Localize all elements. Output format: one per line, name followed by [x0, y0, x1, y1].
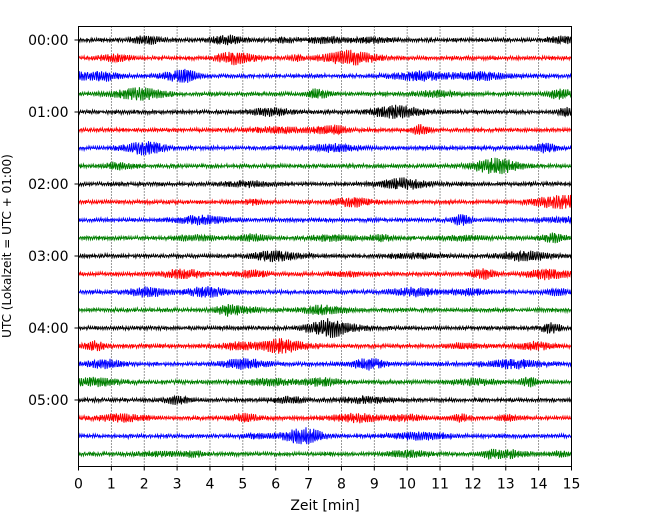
x-tick-label: 8 [337, 477, 346, 493]
trace-line [78, 232, 572, 244]
trace-line [78, 49, 572, 66]
x-axis: 0 1 2 3 4 5 6 7 8 9 10 11 12 13 14 15 [74, 466, 581, 493]
trace-line [78, 338, 572, 354]
seismic-traces [78, 34, 572, 460]
x-tick-label: 11 [431, 477, 449, 493]
trace-line [78, 249, 572, 263]
trace-line [78, 177, 572, 190]
trace-line [78, 124, 572, 136]
trace-line [78, 412, 572, 424]
vertical-grid [110, 26, 540, 467]
trace-line [78, 87, 572, 101]
trace-line [78, 448, 572, 460]
x-tick-label: 1 [107, 477, 116, 493]
x-axis-label: Zeit [min] [290, 498, 359, 514]
trace-line [78, 286, 572, 298]
trace-line [78, 34, 572, 46]
y-tick-label: 01:00 [28, 105, 68, 121]
x-tick-label: 9 [370, 477, 379, 493]
x-tick-label: 3 [173, 477, 182, 493]
x-tick-label: 15 [563, 477, 581, 493]
plot-frame [78, 26, 572, 467]
trace-line [78, 141, 572, 156]
y-axis: 00:00 01:00 02:00 03:00 04:00 05:00 [28, 33, 79, 409]
y-axis-label: UTC (Lokalzeit = UTC + 01:00) [0, 154, 14, 338]
y-tick-label: 02:00 [28, 177, 68, 193]
trace-line [78, 318, 572, 338]
x-tick-label: 6 [271, 477, 280, 493]
x-tick-label: 10 [398, 477, 416, 493]
trace-line [78, 104, 572, 119]
trace-line [78, 157, 572, 175]
trace-line [78, 357, 572, 371]
trace-line [78, 394, 572, 405]
trace-line [78, 376, 572, 388]
trace-line [78, 304, 572, 317]
y-tick-label: 05:00 [28, 393, 68, 409]
trace-line [78, 268, 572, 281]
trace-line [78, 427, 572, 445]
x-tick-label: 7 [304, 477, 313, 493]
y-tick-label: 04:00 [28, 321, 68, 337]
x-tick-label: 0 [74, 477, 83, 493]
x-tick-label: 12 [464, 477, 482, 493]
x-tick-label: 4 [206, 477, 215, 493]
trace-line [78, 68, 572, 83]
x-tick-label: 5 [238, 477, 247, 493]
y-tick-label: 03:00 [28, 249, 68, 265]
trace-line [78, 194, 572, 210]
trace-line [78, 214, 572, 226]
y-tick-label: 00:00 [28, 33, 68, 49]
x-tick-label: 2 [140, 477, 149, 493]
x-tick-label: 13 [497, 477, 515, 493]
x-tick-label: 14 [530, 477, 548, 493]
